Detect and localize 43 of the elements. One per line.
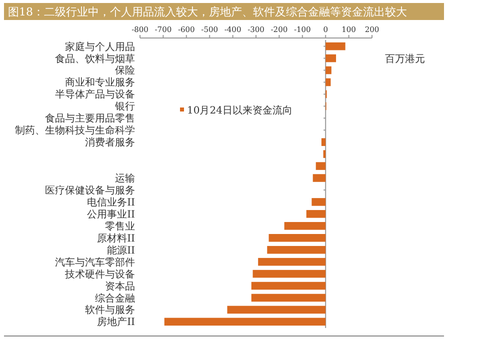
bar [306,210,326,218]
bar [252,270,326,278]
y-tick-label: 技术硬件与设备 [64,268,135,280]
y-tick-label: 医疗保健设备与服务 [45,184,135,196]
y-tick-label: 公用事业II [87,208,136,220]
y-tick-label: 综合金融 [95,292,135,304]
y-tick-label: 半导体产品与设备 [55,88,135,101]
y-tick-label: 银行 [114,102,135,113]
bar [251,282,326,290]
y-tick-label: 零售业 [105,220,135,232]
y-tick-label: 汽车与汽车零部件 [55,256,135,268]
y-tick-label: 商业和专业服务 [65,76,135,89]
bar [164,318,326,326]
y-tick-label: 原材料II [97,232,136,244]
bar [227,306,326,314]
bar [284,222,326,230]
bar [316,162,326,170]
y-tick-label: 制药、生物科技与生命科学 [15,124,135,137]
y-tick-label: 食品、饮料与烟草 [55,52,135,65]
y-tick-label: 运输 [115,172,135,185]
y-tick-label: 房地产II [97,316,136,328]
bar [312,198,326,206]
legend-label: 10月24日以来资金流向 [187,104,292,116]
bar [326,42,346,50]
bar [326,66,332,74]
y-tick-label: 消费者服务 [85,136,135,149]
bar [326,78,331,86]
bar [267,246,326,254]
bar [326,54,336,62]
y-tick-label: 软件与服务 [85,304,135,316]
chart-title: 图18：二级行业中，个人用品流入较大，房地产、软件及综合金融等资金流出较大 [8,6,407,18]
bar [258,258,326,266]
y-tick-label: 资本品 [105,280,135,292]
bar [268,234,326,242]
bar [251,294,326,302]
bar [312,174,326,182]
text: 百万港元 [385,53,425,65]
y-tick-label: 能源II [107,244,136,256]
y-tick-label: 保险 [115,64,135,77]
y-tick-label: 电信业务II [87,196,136,208]
bar [321,138,326,146]
y-tick-label: 食品与主要用品零售 [45,112,135,125]
y-tick-label: 家庭与个人用品 [65,40,135,53]
